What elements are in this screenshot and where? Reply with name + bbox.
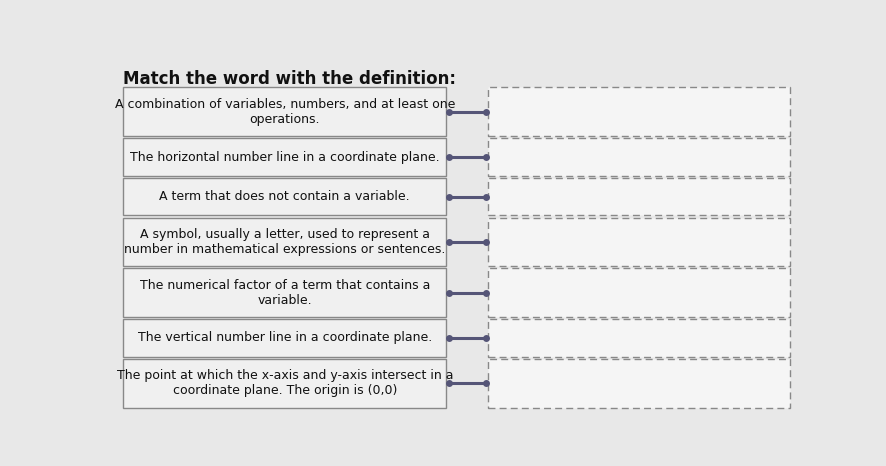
FancyBboxPatch shape	[487, 359, 789, 408]
FancyBboxPatch shape	[123, 218, 446, 266]
FancyBboxPatch shape	[487, 319, 789, 356]
Text: A term that does not contain a variable.: A term that does not contain a variable.	[159, 190, 409, 203]
FancyBboxPatch shape	[487, 178, 789, 215]
FancyBboxPatch shape	[487, 218, 789, 266]
Text: The numerical factor of a term that contains a
variable.: The numerical factor of a term that cont…	[139, 279, 430, 307]
Text: A symbol, usually a letter, used to represent a
number in mathematical expressio: A symbol, usually a letter, used to repr…	[124, 228, 445, 256]
FancyBboxPatch shape	[123, 359, 446, 408]
FancyBboxPatch shape	[123, 178, 446, 215]
FancyBboxPatch shape	[123, 268, 446, 317]
Text: The vertical number line in a coordinate plane.: The vertical number line in a coordinate…	[137, 331, 431, 344]
FancyBboxPatch shape	[487, 88, 789, 136]
FancyBboxPatch shape	[123, 319, 446, 356]
FancyBboxPatch shape	[123, 138, 446, 176]
Text: Match the word with the definition:: Match the word with the definition:	[123, 69, 455, 88]
Text: The point at which the x-axis and y-axis intersect in a
coordinate plane. The or: The point at which the x-axis and y-axis…	[116, 369, 453, 397]
FancyBboxPatch shape	[123, 88, 446, 136]
FancyBboxPatch shape	[487, 138, 789, 176]
FancyBboxPatch shape	[487, 268, 789, 317]
Text: The horizontal number line in a coordinate plane.: The horizontal number line in a coordina…	[130, 151, 439, 164]
Text: A combination of variables, numbers, and at least one
operations.: A combination of variables, numbers, and…	[114, 98, 455, 126]
